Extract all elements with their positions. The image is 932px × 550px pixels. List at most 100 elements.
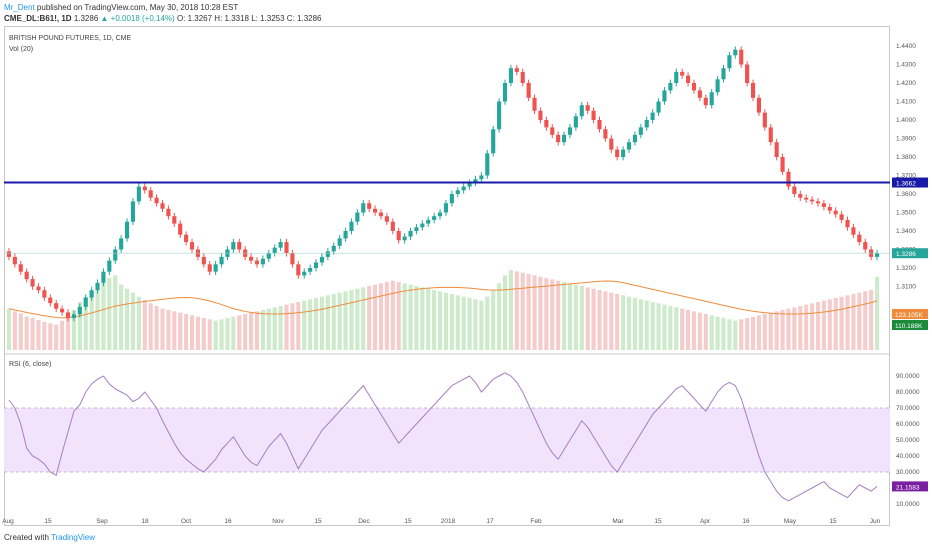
candle-body bbox=[337, 238, 342, 246]
volume-bar bbox=[124, 288, 130, 350]
candle-body bbox=[650, 112, 655, 120]
volume-bar bbox=[77, 302, 82, 350]
candle-body bbox=[313, 262, 319, 268]
volume-bar bbox=[709, 315, 714, 350]
volume-bar bbox=[567, 283, 573, 350]
candle-body bbox=[42, 290, 47, 298]
candle-body bbox=[609, 138, 614, 150]
candle-body bbox=[284, 242, 289, 254]
volume-bar bbox=[467, 298, 472, 350]
volume-bar bbox=[774, 311, 779, 350]
candle-body bbox=[249, 256, 254, 261]
volume-bar bbox=[18, 313, 23, 350]
volume-bar bbox=[101, 282, 106, 350]
candle-body bbox=[857, 234, 862, 243]
candle-body bbox=[95, 282, 100, 291]
volume-bar bbox=[874, 276, 880, 350]
volume-bar bbox=[638, 299, 643, 350]
time-tick-label: 18 bbox=[141, 518, 149, 525]
volume-bar bbox=[449, 294, 454, 350]
volume-bar bbox=[615, 294, 620, 350]
candle-body bbox=[278, 242, 283, 248]
candle-body bbox=[626, 142, 632, 150]
author-link[interactable]: Mr_Dent bbox=[4, 3, 35, 12]
candle-body bbox=[189, 242, 195, 250]
candle-body bbox=[172, 216, 177, 224]
volume-bar bbox=[644, 300, 649, 350]
candle-body bbox=[727, 55, 732, 69]
volume-bar bbox=[656, 303, 661, 350]
volume-bar bbox=[603, 291, 608, 350]
price-tick-label: 1.4000 bbox=[896, 117, 916, 124]
time-tick-label: 2018 bbox=[441, 518, 456, 525]
candle-body bbox=[845, 219, 850, 228]
price-tick-label: 1.3200 bbox=[896, 265, 916, 272]
candle-body bbox=[567, 127, 573, 135]
candle-body bbox=[119, 238, 124, 250]
volume-bar bbox=[437, 291, 443, 350]
volume-bar bbox=[650, 302, 655, 350]
volume-bar bbox=[762, 314, 767, 350]
volume-box bbox=[892, 320, 928, 330]
candle-body bbox=[874, 253, 880, 257]
volume-bar bbox=[290, 303, 295, 350]
volume-bar bbox=[768, 312, 773, 350]
time-tick-label: 15 bbox=[829, 518, 837, 525]
time-tick-label: 15 bbox=[404, 518, 412, 525]
volume-bar bbox=[54, 324, 59, 350]
time-tick-label: Jun bbox=[870, 518, 881, 525]
candle-body bbox=[502, 83, 508, 102]
candle-body bbox=[142, 186, 147, 191]
time-tick-label: Sep bbox=[96, 518, 108, 525]
volume-bar bbox=[30, 318, 35, 350]
volume-bar bbox=[561, 282, 567, 350]
candle-body bbox=[136, 186, 141, 202]
volume-bar bbox=[83, 296, 88, 350]
candle-body bbox=[585, 105, 590, 111]
volume-bar bbox=[739, 319, 744, 350]
candle-body bbox=[113, 249, 118, 261]
candle-body bbox=[443, 203, 449, 213]
candle-body bbox=[544, 120, 549, 128]
candle-body bbox=[709, 92, 714, 106]
volume-bar bbox=[591, 288, 596, 350]
time-tick-label: 16 bbox=[224, 518, 232, 525]
publish-info: Mr_Dent published on TradingView.com, Ma… bbox=[4, 3, 238, 12]
rsi-value-box bbox=[892, 481, 928, 492]
volume-bar bbox=[491, 290, 496, 350]
volume-bar bbox=[414, 286, 419, 350]
symbol-name: CME_DL:B61!, 1D bbox=[4, 14, 72, 23]
candle-body bbox=[71, 314, 76, 318]
price-tick-label: 1.3700 bbox=[896, 173, 916, 180]
candle-body bbox=[520, 71, 525, 83]
volume-bar bbox=[432, 290, 437, 350]
volume-bar bbox=[166, 310, 171, 350]
candle-body bbox=[207, 264, 212, 272]
candle-body bbox=[237, 242, 242, 250]
volume-bar bbox=[343, 291, 348, 350]
volume-bar bbox=[857, 292, 862, 350]
axes-layer: 1.4400 1.4300 1.4200 1.4100 1.4000 1.3900 1.38… bbox=[2, 43, 928, 525]
volume-bar bbox=[284, 304, 289, 350]
candle-body bbox=[662, 90, 667, 102]
candle-body bbox=[254, 260, 260, 265]
volume-bar bbox=[231, 316, 236, 350]
volume-bar bbox=[597, 290, 602, 350]
volume-bar bbox=[804, 304, 809, 350]
volume-bar bbox=[308, 299, 313, 350]
candle-body bbox=[219, 256, 224, 265]
volume-bar bbox=[508, 270, 513, 350]
volume-bar bbox=[172, 311, 177, 350]
candle-body bbox=[290, 253, 295, 265]
tradingview-logo-text[interactable]: TradingView bbox=[51, 533, 96, 542]
volume-bar bbox=[798, 306, 803, 350]
candle-body bbox=[18, 264, 23, 272]
volume-bar bbox=[243, 314, 248, 350]
candle-body bbox=[656, 101, 661, 113]
volume-bar bbox=[691, 311, 697, 350]
rsi-value-label: 21.1583 bbox=[896, 484, 920, 491]
volume-ma-label: 123.105K bbox=[895, 312, 923, 319]
volume-bar bbox=[479, 300, 484, 350]
candle-body bbox=[556, 134, 561, 143]
